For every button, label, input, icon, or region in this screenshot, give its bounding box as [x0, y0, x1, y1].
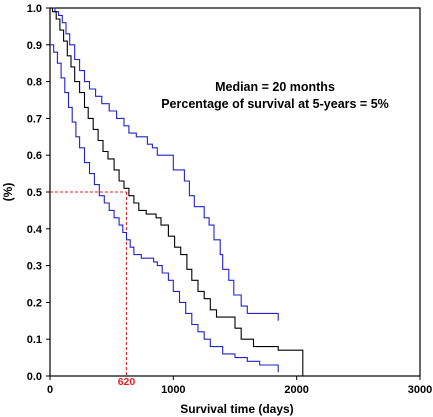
y-tick-label: 0.4	[27, 224, 43, 236]
y-tick-label: 0.5	[27, 187, 42, 199]
y-tick-label: 1.0	[27, 3, 42, 15]
y-tick-label: 0.9	[27, 40, 42, 52]
y-tick-label: 0.3	[27, 261, 42, 273]
median-x-label: 620	[118, 376, 136, 388]
lower-ci-curve	[50, 44, 279, 373]
y-tick-label: 0.8	[27, 77, 42, 89]
x-tick-label: 0	[47, 384, 53, 396]
x-axis-label: Survival time (days)	[180, 402, 293, 416]
x-tick-label: 1000	[161, 384, 185, 396]
y-tick-label: 0.6	[27, 150, 42, 162]
y-tick-label: 0.1	[27, 334, 42, 346]
y-tick-label: 0.2	[27, 297, 42, 309]
survival-curve	[50, 7, 304, 376]
x-tick-label: 3000	[408, 384, 432, 396]
y-axis-label: (%)	[1, 183, 15, 202]
x-tick-label: 2000	[284, 384, 308, 396]
survival-annotation: Percentage of survival at 5-years = 5%	[161, 97, 389, 111]
upper-ci-curve	[50, 7, 279, 321]
y-tick-label: 0.0	[27, 371, 42, 383]
median-annotation: Median = 20 months	[215, 80, 335, 94]
y-tick-label: 0.7	[27, 113, 42, 125]
